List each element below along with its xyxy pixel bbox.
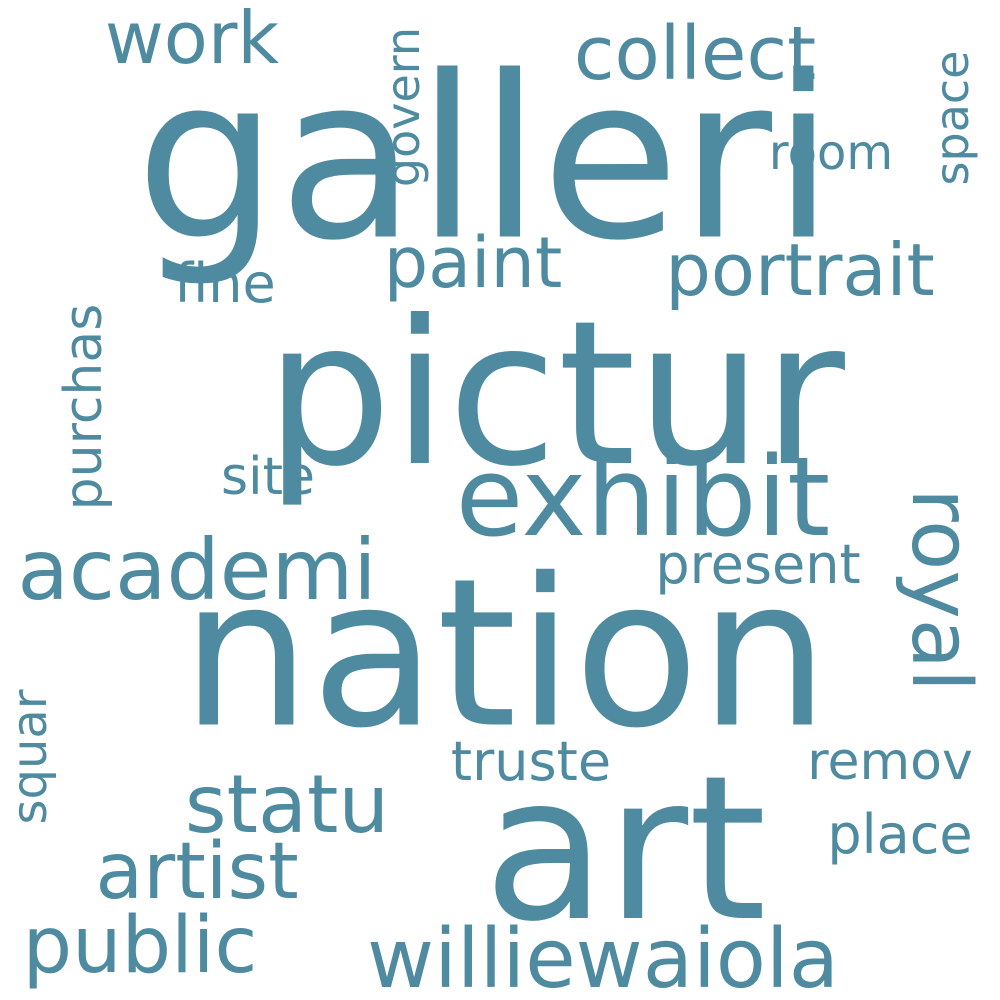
word-portrait: portrait xyxy=(665,228,935,312)
word-public: public xyxy=(22,901,258,991)
word-art: art xyxy=(483,733,767,966)
word-academi: academi xyxy=(17,521,377,619)
word-present: present xyxy=(655,533,861,596)
word-remov: remov xyxy=(807,732,973,792)
word-place: place xyxy=(827,803,973,866)
word-collect: collect xyxy=(573,11,817,97)
word-work: work xyxy=(104,0,280,80)
word-site: site xyxy=(221,447,315,507)
word-room: room xyxy=(768,125,894,181)
word-galleri: galleri xyxy=(135,28,835,291)
word-nation: nation xyxy=(180,535,830,774)
word-truste: truste xyxy=(450,730,612,793)
word-paint: paint xyxy=(383,222,563,304)
word-royal: royal xyxy=(893,488,988,692)
word-artist: artist xyxy=(95,827,299,917)
word-exhibit: exhibit xyxy=(455,433,831,561)
word-purchas: purchas xyxy=(54,303,114,511)
word-statu: statu xyxy=(184,758,390,851)
word-williewaiola: williewaiola xyxy=(367,912,839,1000)
word-fine: fine xyxy=(174,252,276,315)
word-squar: squar xyxy=(2,689,58,825)
word-govern: govern xyxy=(376,26,430,188)
word-space: space xyxy=(925,50,979,186)
word-pictur: pictur xyxy=(265,278,845,511)
